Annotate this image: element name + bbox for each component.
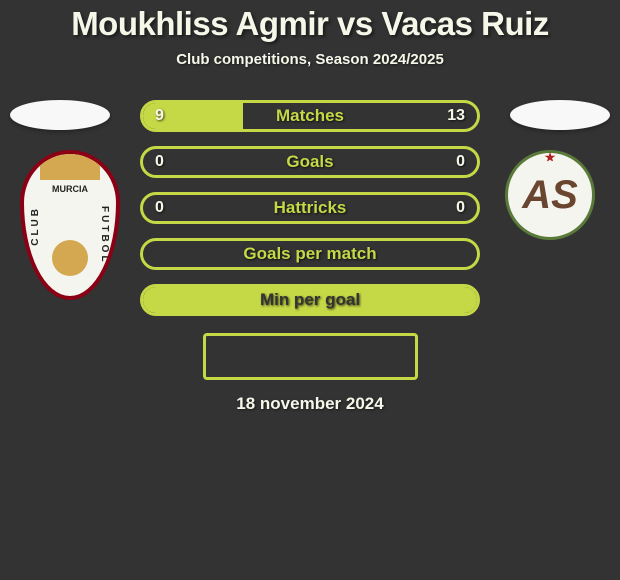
- stat-label: Goals: [286, 152, 333, 172]
- stat-bar-min-per-goal: Min per goal: [140, 284, 480, 316]
- stat-bar-goals-per-match: Goals per match: [140, 238, 480, 270]
- chart-icon: [241, 347, 261, 367]
- stat-value-left: 0: [155, 153, 164, 171]
- stat-label: Hattricks: [274, 198, 347, 218]
- as-badge-icon: ★ AS: [505, 150, 595, 240]
- stat-bar-goals: 0 Goals 0: [140, 146, 480, 178]
- content-area: MURCIA CLUB FUTBOL ★ AS 9 Matches 13 0 G…: [0, 100, 620, 414]
- page-title: Moukhliss Agmir vs Vacas Ruiz: [0, 0, 620, 43]
- stat-value-left: 0: [155, 199, 164, 217]
- as-badge-inner: AS: [516, 161, 584, 229]
- stat-label: Min per goal: [260, 290, 360, 310]
- club-badge-right: ★ AS: [500, 150, 600, 300]
- stat-value-right: 0: [456, 199, 465, 217]
- date-label: 18 november 2024: [0, 394, 620, 414]
- brand-text: FcTables.com: [266, 347, 378, 367]
- crown-icon: [40, 152, 100, 180]
- stats-bars: 9 Matches 13 0 Goals 0 0 Hattricks 0 Goa…: [140, 100, 480, 316]
- subtitle: Club competitions, Season 2024/2025: [0, 51, 620, 68]
- player-placeholder-right: [510, 100, 610, 130]
- football-icon: [52, 240, 88, 276]
- stat-value-right: 13: [447, 107, 465, 125]
- club-badge-left: MURCIA CLUB FUTBOL: [20, 150, 120, 300]
- murcia-right-label: FUTBOL: [99, 206, 110, 265]
- stat-bar-hattricks: 0 Hattricks 0: [140, 192, 480, 224]
- murcia-left-label: CLUB: [30, 206, 41, 246]
- murcia-shield-icon: MURCIA CLUB FUTBOL: [20, 150, 120, 300]
- stat-label: Goals per match: [243, 244, 376, 264]
- murcia-top-label: MURCIA: [48, 184, 92, 194]
- stat-label: Matches: [276, 106, 344, 126]
- player-placeholder-left: [10, 100, 110, 130]
- as-letters: AS: [522, 173, 578, 218]
- stat-value-right: 0: [456, 153, 465, 171]
- stat-value-left: 9: [155, 107, 164, 125]
- brand-box[interactable]: FcTables.com: [203, 333, 418, 380]
- stat-bar-matches: 9 Matches 13: [140, 100, 480, 132]
